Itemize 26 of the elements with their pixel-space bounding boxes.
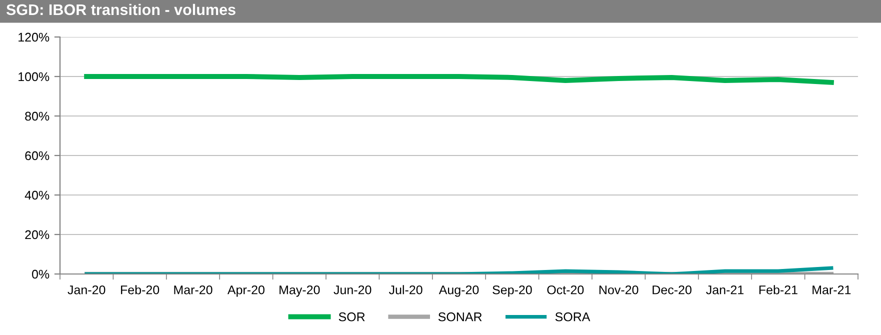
- x-tick-label: May-20: [280, 285, 320, 297]
- x-tick-label: Jan-21: [706, 285, 744, 294]
- y-tick-label: 40%: [24, 190, 50, 200]
- x-tick-label: Nov-20: [599, 285, 638, 294]
- legend-label: SOR: [338, 312, 365, 322]
- x-tick-label: Mar-21: [812, 285, 851, 294]
- x-tick-label: Jul-20: [388, 285, 422, 294]
- x-tick-label: Apr-20: [227, 285, 264, 297]
- y-tick-label: 60%: [25, 151, 50, 160]
- x-tick-label: Jun-20: [334, 285, 372, 294]
- x-tick-label: Oct-20: [547, 285, 584, 294]
- y-tick-label: 20%: [25, 230, 50, 240]
- chart-title: SGD: IBOR transition - volumes: [6, 4, 236, 16]
- legend-label: SORA: [555, 312, 590, 322]
- y-tick-label: 80%: [25, 112, 50, 121]
- legend-label: SONAR: [438, 312, 482, 322]
- y-tick-label: 0%: [32, 270, 50, 279]
- x-tick-label: Aug-20: [438, 285, 479, 297]
- x-tick-label: Dec-20: [652, 285, 692, 294]
- x-tick-label: Jan-20: [68, 285, 106, 294]
- y-tick-label: 100%: [18, 72, 50, 82]
- x-tick-label: Feb-21: [759, 285, 798, 294]
- x-tick-label: Mar-20: [174, 285, 212, 294]
- x-tick-label: Sep-20: [492, 285, 532, 297]
- x-tick-label: Feb-20: [121, 285, 160, 294]
- y-tick-label: 120%: [18, 32, 50, 42]
